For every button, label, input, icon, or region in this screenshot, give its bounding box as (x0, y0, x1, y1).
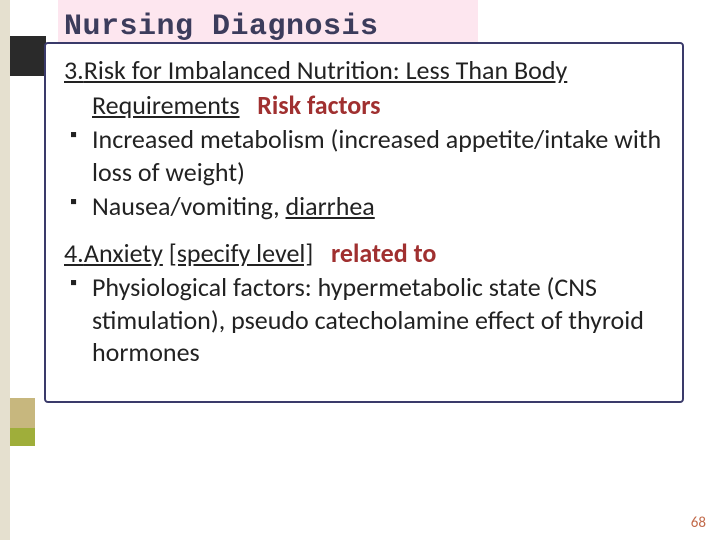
edge-accent-tan (10, 398, 35, 428)
bullet-text: Physiological factors: hypermetabolic st… (92, 271, 644, 368)
diag4-bullets: Physiological factors: hypermetabolic st… (64, 271, 664, 369)
diagnosis-3-heading-line2: Requirements Risk factors (64, 89, 664, 122)
bullet-text: Nausea/vomiting, (92, 190, 286, 222)
diag4-bracket: [specify level] (169, 237, 314, 269)
slide: Nursing Diagnosis 3.Risk for Imbalanced … (0, 0, 720, 540)
edge-accent-green (10, 428, 35, 446)
list-item: Nausea/vomiting, diarrhea (64, 190, 664, 223)
diagnosis-3-heading: 3.Risk for Imbalanced Nutrition: Less Th… (64, 54, 664, 87)
list-item: Increased metabolism (increased appetite… (64, 123, 664, 188)
edge-stripe (0, 0, 10, 540)
diag3-qualifier: Risk factors (257, 89, 380, 121)
diag4-qualifier: related to (331, 237, 436, 269)
diag3-number: 3. (64, 54, 84, 86)
bullet-text: Increased metabolism (increased appetite… (92, 123, 661, 188)
diag4-name: Anxiety (84, 237, 163, 269)
page-number: 68 (691, 514, 706, 532)
diagnosis-4-heading: 4.Anxiety [specify level] related to (64, 237, 664, 270)
diag3-name-a: Risk for Imbalanced Nutrition: Less Than… (84, 54, 568, 86)
page-title: Nursing Diagnosis (64, 10, 379, 44)
bullet-link: diarrhea (286, 190, 375, 222)
title-region: Nursing Diagnosis (58, 0, 478, 46)
list-item: Physiological factors: hypermetabolic st… (64, 271, 664, 369)
diag3-name-b: Requirements (92, 89, 240, 121)
diag4-number: 4. (64, 237, 84, 269)
diag3-bullets: Increased metabolism (increased appetite… (64, 123, 664, 223)
edge-accent-dark (10, 36, 46, 76)
content-box: 3.Risk for Imbalanced Nutrition: Less Th… (44, 42, 684, 403)
